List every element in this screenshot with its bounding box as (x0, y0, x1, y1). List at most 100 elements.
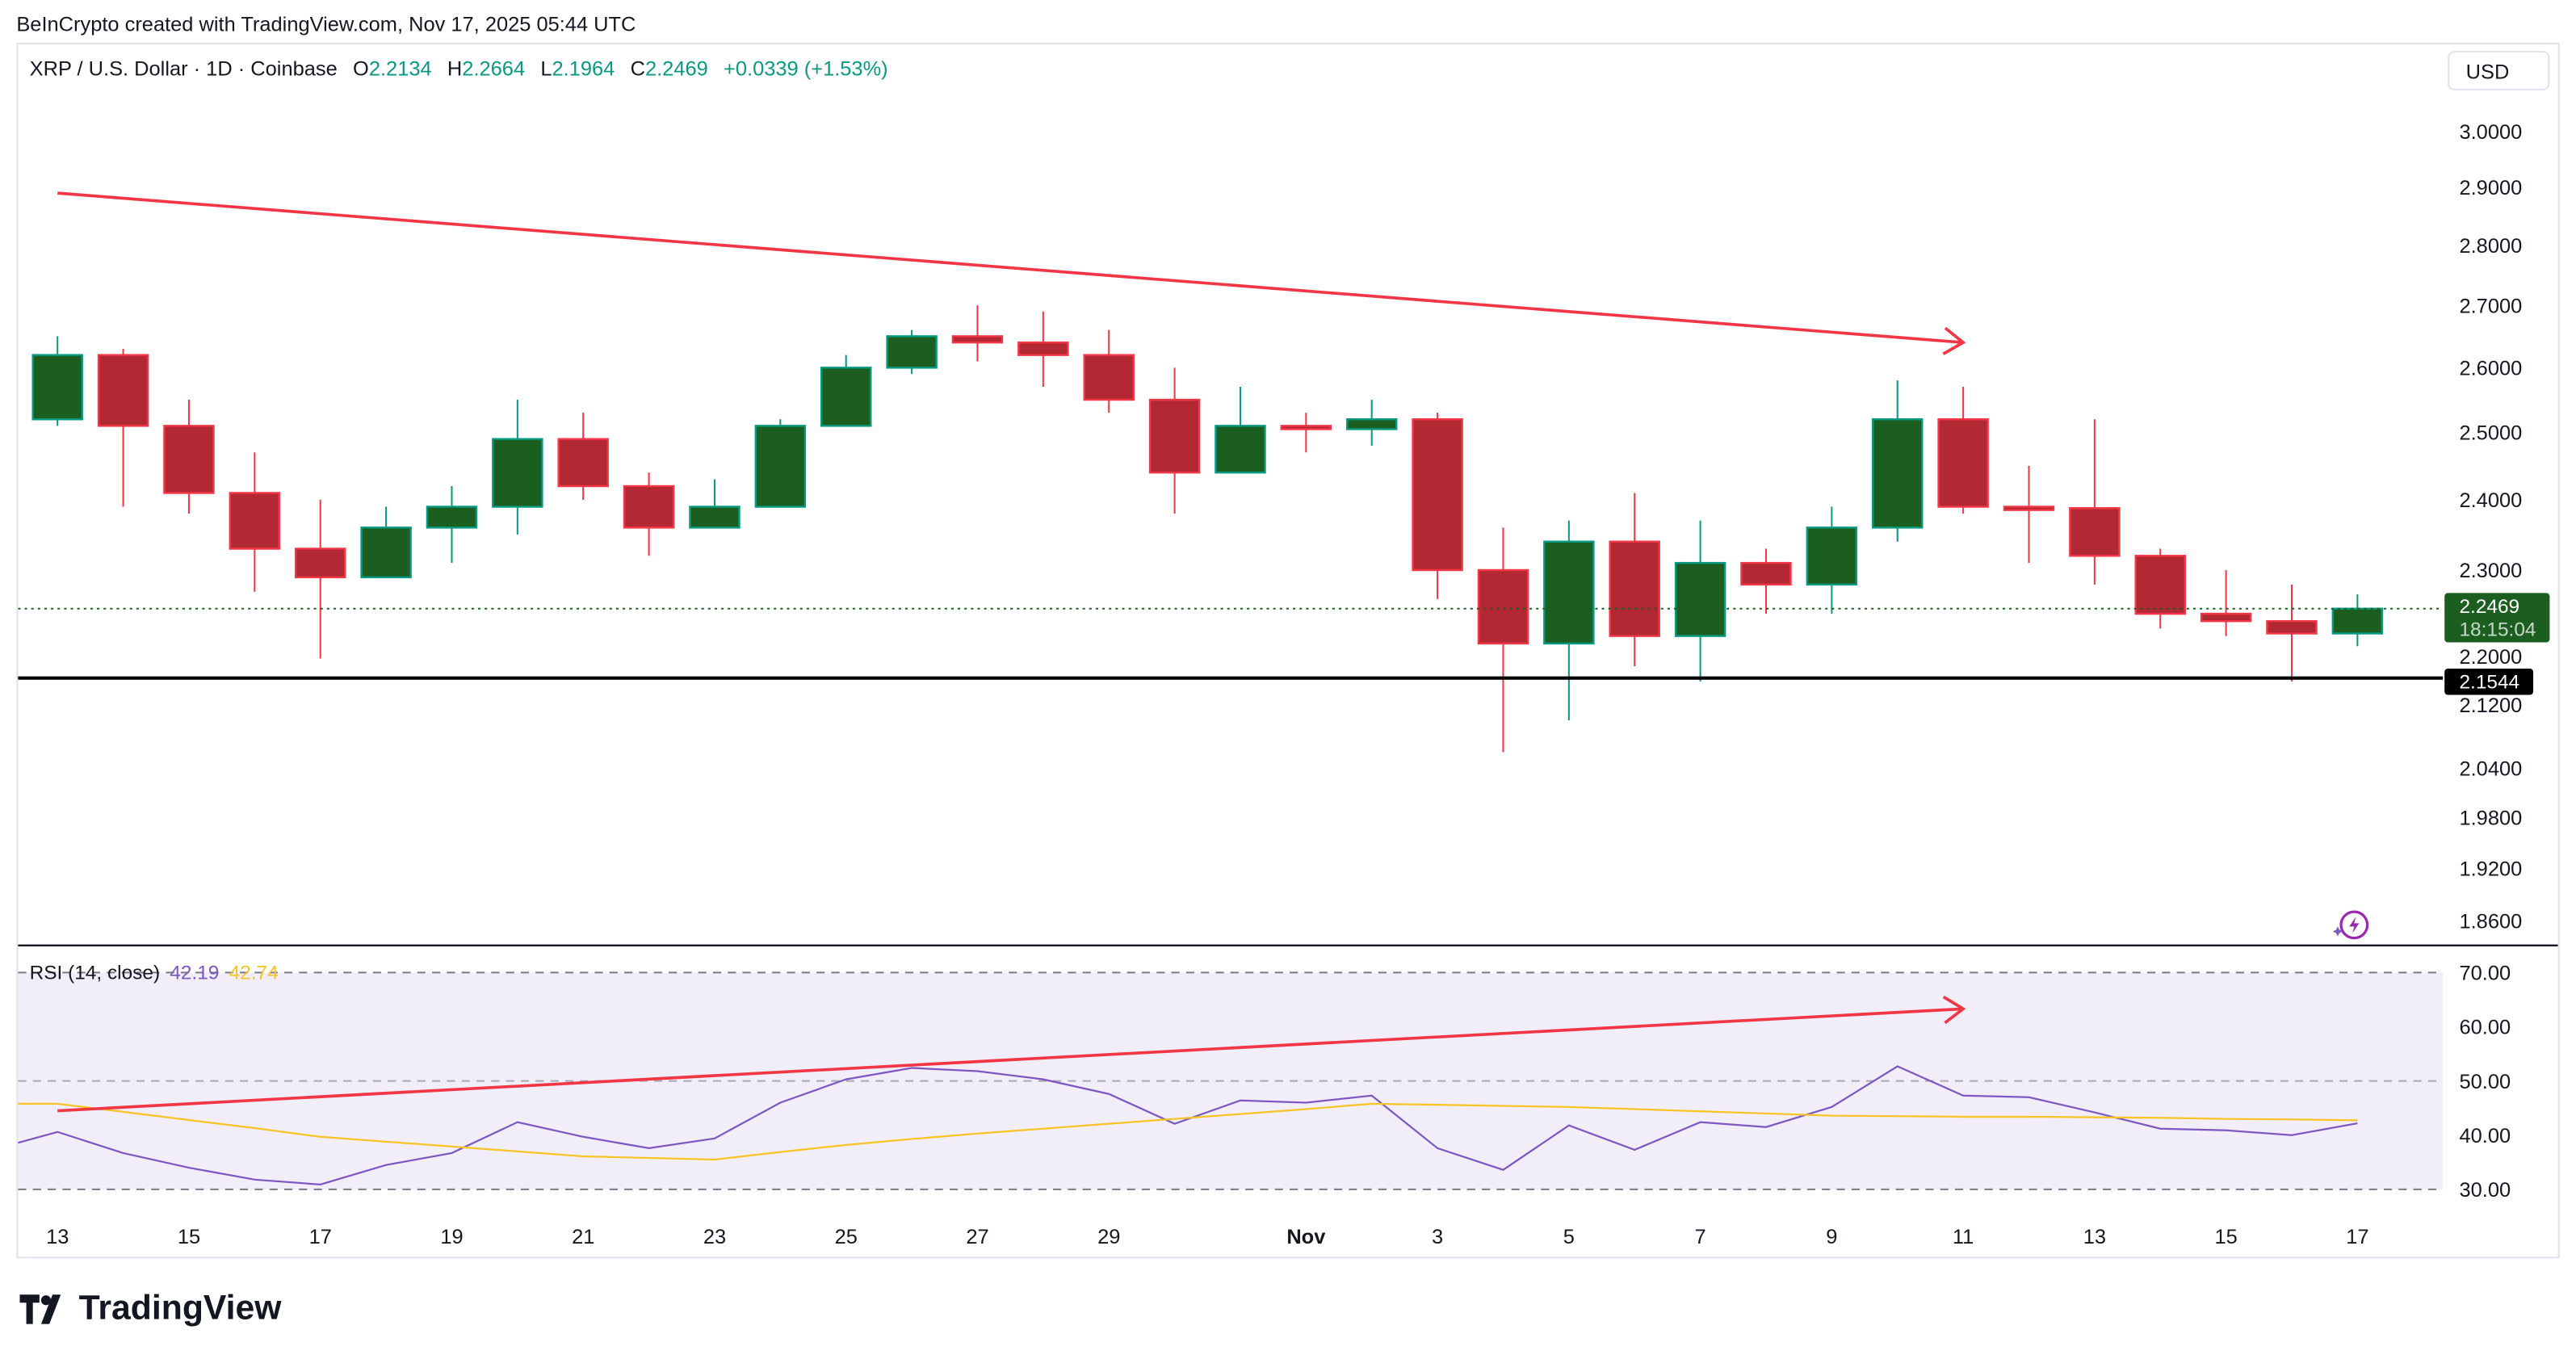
candle (1345, 400, 1398, 446)
candle-body (294, 547, 346, 579)
candle (1740, 548, 1792, 615)
rsi-axis[interactable]: 70.00 60.00 50.00 40.00 30.00 (2459, 963, 2511, 1202)
candle-body (2200, 612, 2252, 623)
candle-body (1806, 526, 1858, 586)
candle-body (1215, 425, 1266, 474)
candle (1215, 387, 1266, 474)
time-tick-label: 9 (1826, 1226, 1837, 1248)
rsi-tick-label: 30.00 (2459, 1179, 2511, 1202)
rsi-pane (18, 995, 2358, 1185)
candle-body (1280, 425, 1332, 430)
candle-body (1345, 418, 1398, 430)
candle-body (163, 425, 215, 494)
low-value: 2.1964 (552, 57, 615, 81)
candle (1148, 367, 1201, 514)
candle (1083, 329, 1135, 413)
candle-body (1674, 561, 1726, 637)
overlays (18, 191, 2444, 680)
time-tick-label: 11 (1953, 1226, 1974, 1248)
candle (31, 336, 83, 426)
candle (623, 472, 675, 556)
price-trendline-arrowhead (1942, 326, 1966, 355)
candle-body (557, 438, 609, 488)
candle-body (689, 506, 740, 529)
candle (1937, 387, 1989, 514)
time-tick-label: 3 (1432, 1226, 1443, 1248)
candle (2069, 419, 2121, 585)
candle (97, 348, 149, 507)
high-label: H (447, 57, 463, 81)
candle-body (229, 492, 281, 550)
time-tick-label: 19 (440, 1226, 463, 1248)
price-tick-label: 2.9000 (2459, 177, 2522, 199)
candle-body (886, 335, 938, 369)
last-price-countdown: 18:15:04 (2459, 619, 2536, 640)
candle (1017, 311, 1069, 388)
tradingview-logo[interactable]: TradingView (19, 1290, 282, 1329)
time-tick-label: 17 (309, 1226, 332, 1248)
price-tick-label: 2.7000 (2459, 295, 2522, 317)
candle-body (31, 354, 83, 421)
candle-body (1083, 354, 1135, 401)
open-label: O (353, 57, 369, 81)
candle (1477, 527, 1529, 753)
candle (1674, 520, 1726, 682)
candle (1609, 493, 1660, 666)
candle-body (820, 367, 872, 427)
price-tick-label: 2.4000 (2459, 489, 2522, 512)
rsi-tick-label: 60.00 (2459, 1017, 2511, 1039)
candle (360, 506, 412, 579)
candle-body (623, 485, 675, 529)
price-trendline (57, 191, 1964, 344)
credit-line: BeInCrypto created with TradingView.com,… (16, 13, 636, 36)
candle (163, 400, 215, 514)
candle-body (1871, 418, 1924, 529)
candle (1871, 380, 1924, 542)
time-tick-label: 23 (703, 1226, 726, 1248)
candle (754, 419, 807, 508)
time-tick-label: Nov (1286, 1226, 1326, 1248)
rsi-trendline-arrowhead (1942, 995, 1966, 1025)
candle (492, 400, 543, 535)
currency-button[interactable]: USD (2448, 51, 2550, 90)
candle-body (492, 438, 543, 508)
rsi-trendline (57, 1007, 1964, 1113)
rsi-tick-label: 70.00 (2459, 963, 2511, 985)
candle-body (754, 425, 807, 508)
price-tick-label: 1.9200 (2459, 858, 2522, 880)
time-tick-label: 21 (572, 1226, 594, 1248)
support-price-badge: 2.1544 (2444, 669, 2534, 695)
rsi-tick-label: 40.00 (2459, 1125, 2511, 1147)
candle-body (1543, 540, 1595, 645)
time-tick-label: 5 (1563, 1226, 1575, 1248)
candle (2200, 570, 2252, 636)
symbol-legend: XRP / U.S. Dollar · 1D · Coinbase O2.213… (30, 57, 888, 80)
price-tick-label: 2.2000 (2459, 646, 2522, 669)
candle-body (951, 335, 1004, 344)
open-value: 2.2134 (368, 57, 432, 81)
candle-body (1412, 418, 1463, 572)
price-tick-label: 2.3000 (2459, 560, 2522, 582)
candle (2003, 465, 2055, 564)
time-tick-label: 17 (2346, 1226, 2368, 1248)
last-price-badge: 2.2469 18:15:04 (2444, 593, 2550, 643)
candle-body (1740, 561, 1792, 586)
rsi-tick-label: 50.00 (2459, 1071, 2511, 1093)
time-axis[interactable]: 13 15 17 19 21 23 25 27 29 Nov 3 5 7 9 11 13 15 17 (46, 1226, 2368, 1248)
candle-body (2003, 506, 2055, 511)
logo-text: TradingView (78, 1290, 282, 1328)
tradingview-logo-icon (19, 1294, 61, 1324)
rsi-legend[interactable]: RSI (14, close) 42.19 42.74 (30, 961, 279, 984)
candle (951, 305, 1004, 362)
price-tick-label: 2.1200 (2459, 694, 2522, 717)
candle (886, 329, 938, 375)
price-tick-label: 2.8000 (2459, 235, 2522, 258)
lightning-icon[interactable] (2332, 910, 2369, 940)
chart-frame (16, 42, 2560, 1259)
candle (229, 452, 281, 592)
candle-body (1148, 398, 1201, 474)
price-axis[interactable]: 3.0000 2.9000 2.8000 2.7000 2.6000 2.5000 2.40… (2459, 121, 2522, 933)
symbol-title[interactable]: XRP / U.S. Dollar · 1D · Coinbase (29, 57, 338, 81)
candle (2331, 594, 2384, 647)
